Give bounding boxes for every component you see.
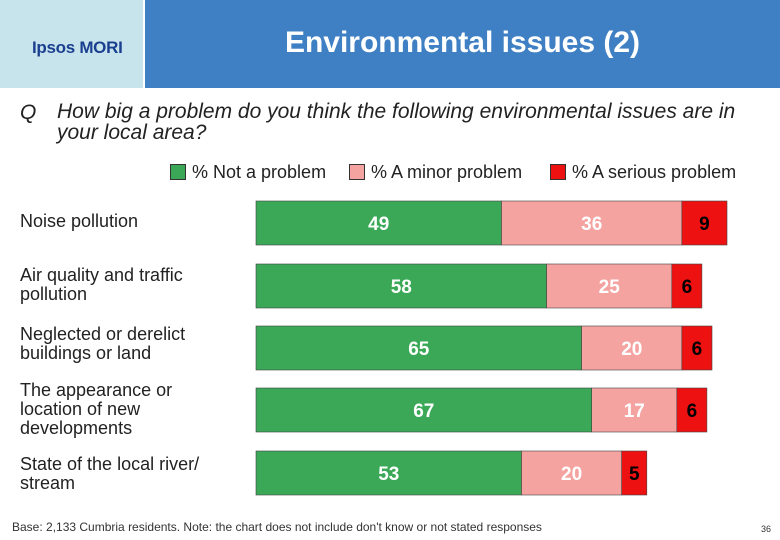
category-label-air-quality: Air quality and traffic pollution — [20, 265, 183, 304]
data-label-minor-problem-1: 25 — [599, 277, 621, 298]
category-label-neglected-buildings: Neglected or derelict buildings or land — [20, 324, 186, 363]
bar-segment-serious-problem-4 — [621, 450, 648, 496]
bar-segment-serious-problem-0 — [681, 200, 728, 246]
category-label-new-developments: The appearance or location of new develo… — [20, 380, 173, 438]
bar-segment-minor-problem-4 — [521, 450, 622, 496]
data-label-serious-problem-0: 9 — [699, 214, 710, 235]
bar-segment-minor-problem-2 — [581, 325, 683, 371]
legend-serious-problem: % A serious problem — [550, 162, 736, 182]
data-label-not-problem-4: 53 — [378, 464, 399, 485]
question-text: How big a problem do you think the follo… — [57, 100, 736, 144]
data-label-serious-problem-4: 5 — [629, 464, 640, 485]
data-label-serious-problem-1: 6 — [682, 277, 693, 298]
legend-swatch-minor-problem — [349, 164, 365, 180]
category-label-river: State of the local river/ stream — [20, 454, 200, 493]
question-marker: Q — [20, 101, 37, 124]
bar-segment-minor-problem-1 — [546, 263, 673, 309]
data-label-minor-problem-2: 20 — [621, 339, 642, 360]
legend-label-not-problem: % Not a problem — [192, 161, 327, 182]
bar-segment-not-problem-3 — [255, 387, 593, 433]
bar-segment-serious-problem-2 — [681, 325, 713, 371]
header-bar: Environmental issues (2) — [145, 0, 780, 88]
bar-segment-not-problem-2 — [255, 325, 582, 371]
legend-label-serious-problem: % A serious problem — [572, 161, 737, 182]
legend-minor-problem: % A minor problem — [349, 162, 522, 182]
bar-segment-minor-problem-0 — [501, 200, 683, 246]
data-label-not-problem-0: 49 — [368, 214, 389, 235]
legend-label-minor-problem: % A minor problem — [371, 161, 523, 182]
data-label-serious-problem-3: 6 — [687, 401, 698, 422]
bar-segment-minor-problem-3 — [591, 387, 678, 433]
data-label-serious-problem-2: 6 — [692, 339, 703, 360]
category-label-noise: Noise pollution — [20, 211, 139, 231]
data-label-not-problem-1: 58 — [391, 277, 412, 298]
bar-segment-not-problem-0 — [255, 200, 502, 246]
data-label-not-problem-2: 65 — [408, 339, 430, 360]
data-label-not-problem-3: 67 — [413, 401, 434, 422]
bar-segment-serious-problem-3 — [676, 387, 708, 433]
data-label-minor-problem-3: 17 — [624, 401, 645, 422]
legend-swatch-serious-problem — [550, 164, 566, 180]
ipsos-mori-logo: Ipsos MORI — [32, 38, 123, 57]
bar-segment-serious-problem-1 — [671, 263, 703, 309]
data-label-minor-problem-0: 36 — [581, 214, 602, 235]
bar-segment-not-problem-4 — [255, 450, 522, 496]
footer-note: Base: 2,133 Cumbria residents. Note: the… — [12, 520, 542, 534]
data-label-minor-problem-4: 20 — [561, 464, 582, 485]
legend-not-problem: % Not a problem — [170, 162, 326, 182]
bar-segment-not-problem-1 — [255, 263, 547, 309]
page-number: 36 — [761, 524, 772, 534]
page-title: Environmental issues (2) — [284, 26, 641, 59]
legend-swatch-not-problem — [170, 164, 186, 180]
logo-panel: Ipsos MORI — [0, 0, 143, 88]
